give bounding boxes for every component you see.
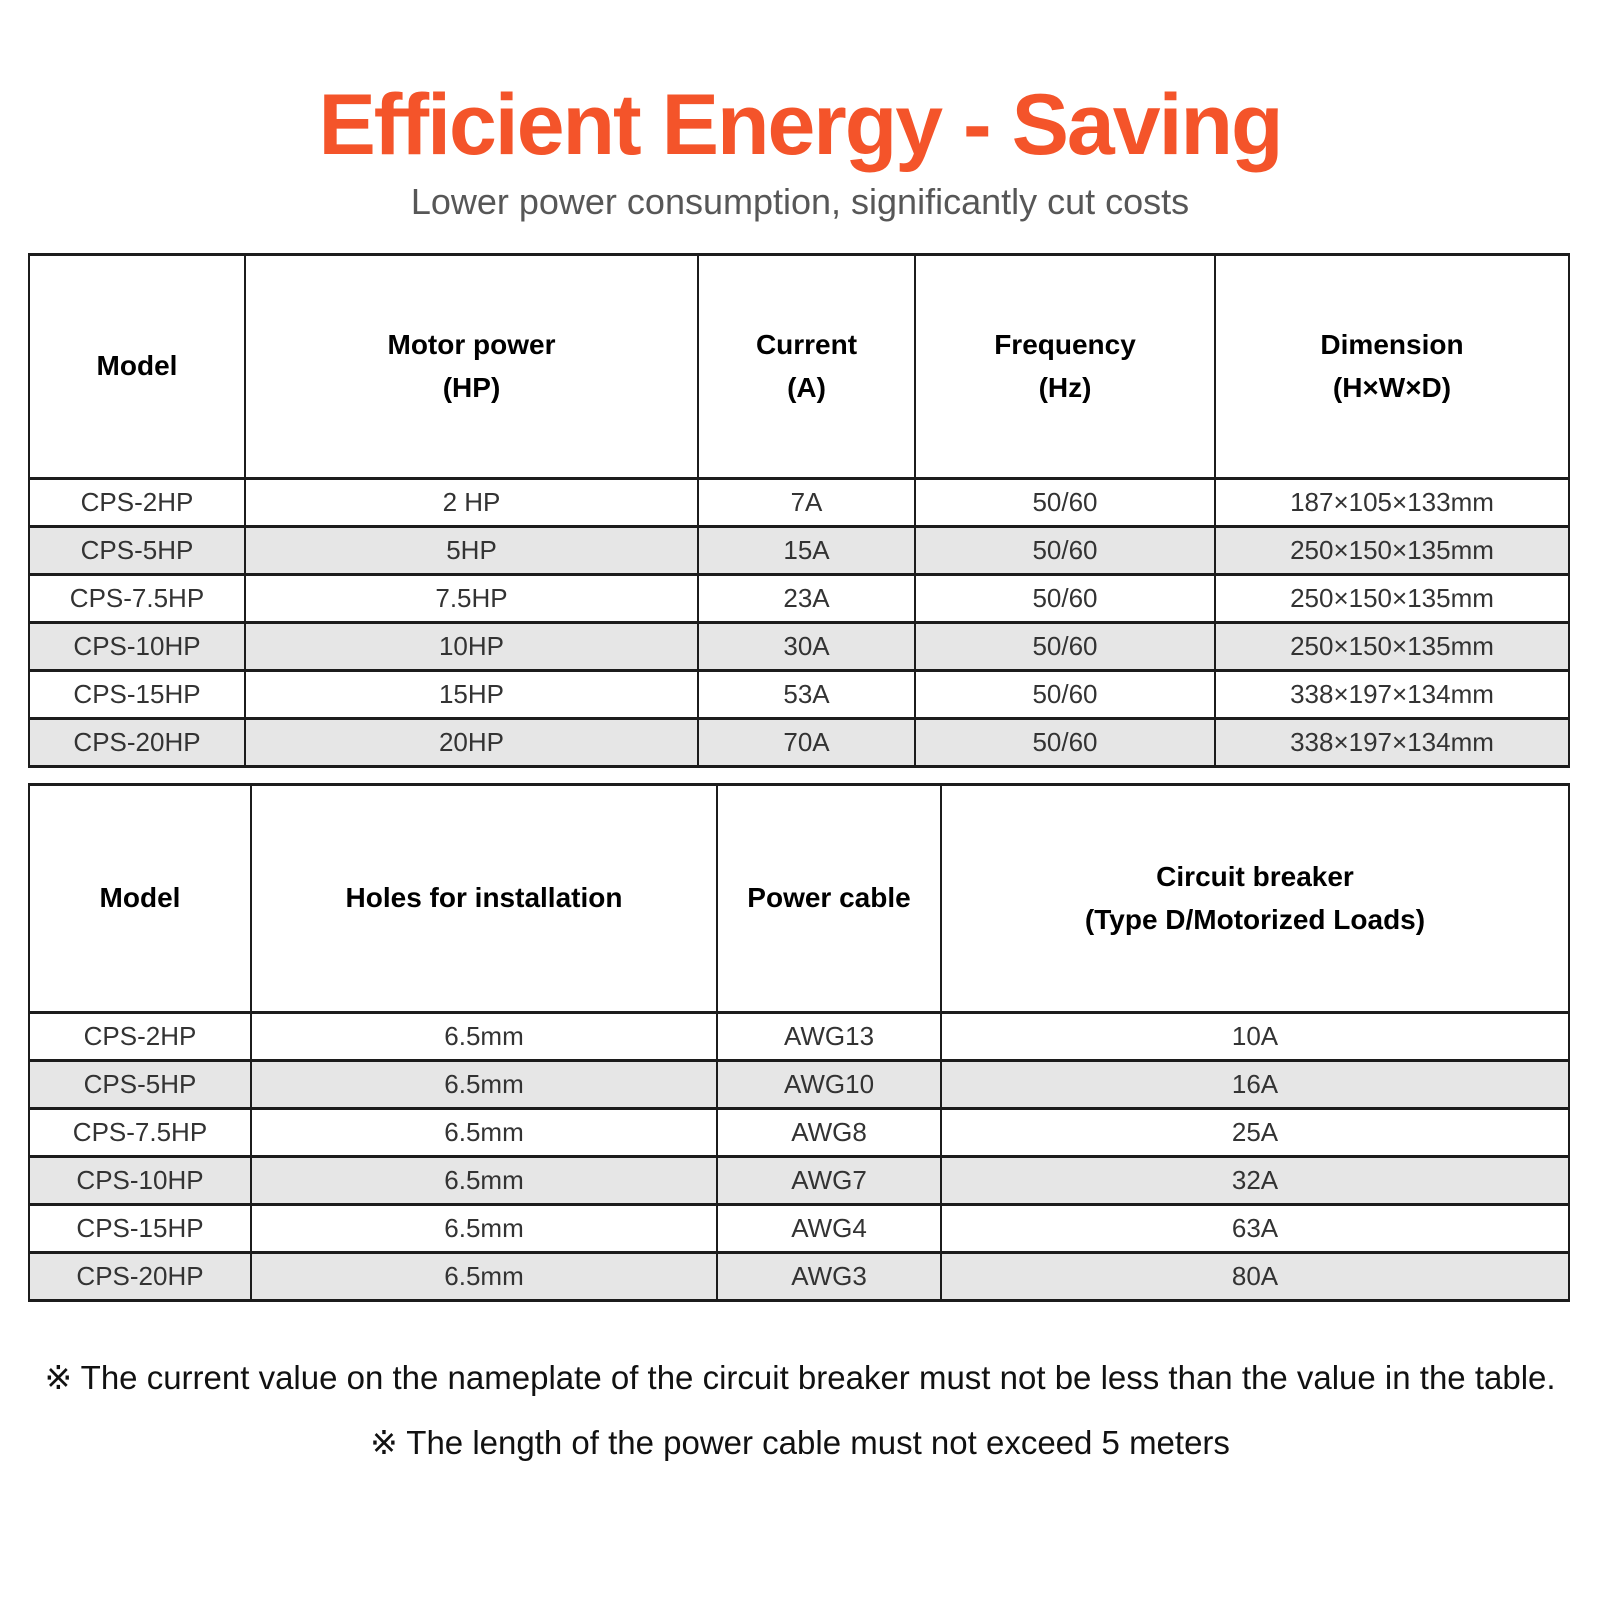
spec-table: Model Motor power (HP) Current (A) Frequ… <box>28 252 1570 768</box>
cell-current: 30A <box>697 620 916 672</box>
cell-power-cable: AWG8 <box>716 1106 942 1158</box>
spec-table-header-row: Model Motor power (HP) Current (A) Frequ… <box>28 252 1570 480</box>
page-title: Efficient Energy - Saving <box>318 77 1283 173</box>
cell-holes: 6.5mm <box>250 1058 718 1110</box>
page-subtitle: Lower power consumption, significantly c… <box>410 180 1190 222</box>
spec-header-current: Current (A) <box>697 252 916 480</box>
cell-dimension: 250×150×135mm <box>1214 620 1570 672</box>
cell-current: 7A <box>697 476 916 528</box>
cell-holes: 6.5mm <box>250 1106 718 1158</box>
cell-model: CPS-7.5HP <box>28 572 246 624</box>
install-header-power-cable: Power cable <box>716 782 942 1014</box>
cell-current: 23A <box>697 572 916 624</box>
table-row: CPS-5HP 5HP 15A 50/60 250×150×135mm <box>28 524 1570 576</box>
cell-frequency: 50/60 <box>914 668 1216 720</box>
install-header-holes: Holes for installation <box>250 782 718 1014</box>
cell-model: CPS-20HP <box>28 1250 252 1302</box>
note-circuit-breaker: ※ The current value on the nameplate of … <box>44 1358 1556 1396</box>
table-row: CPS-10HP 10HP 30A 50/60 250×150×135mm <box>28 620 1570 672</box>
table-row: CPS-5HP 6.5mm AWG10 16A <box>28 1058 1570 1110</box>
cell-power-cable: AWG3 <box>716 1250 942 1302</box>
cell-dimension: 250×150×135mm <box>1214 524 1570 576</box>
cell-model: CPS-10HP <box>28 1154 252 1206</box>
cell-current: 15A <box>697 524 916 576</box>
cell-holes: 6.5mm <box>250 1202 718 1254</box>
cell-power-cable: AWG10 <box>716 1058 942 1110</box>
table-row: CPS-7.5HP 6.5mm AWG8 25A <box>28 1106 1570 1158</box>
table-row: CPS-10HP 6.5mm AWG7 32A <box>28 1154 1570 1206</box>
cell-motor-power: 2 HP <box>244 476 699 528</box>
cell-motor-power: 7.5HP <box>244 572 699 624</box>
cell-model: CPS-7.5HP <box>28 1106 252 1158</box>
cell-circuit-breaker: 63A <box>940 1202 1570 1254</box>
cell-dimension: 338×197×134mm <box>1214 716 1570 768</box>
install-header-model: Model <box>28 782 252 1014</box>
cell-dimension: 187×105×133mm <box>1214 476 1570 528</box>
cell-power-cable: AWG4 <box>716 1202 942 1254</box>
cell-frequency: 50/60 <box>914 572 1216 624</box>
install-header-circuit-breaker: Circuit breaker (Type D/Motorized Loads) <box>940 782 1570 1014</box>
cell-motor-power: 20HP <box>244 716 699 768</box>
spec-header-dimension: Dimension (H×W×D) <box>1214 252 1570 480</box>
cell-model: CPS-5HP <box>28 524 246 576</box>
cell-model: CPS-15HP <box>28 1202 252 1254</box>
cell-model: CPS-2HP <box>28 476 246 528</box>
table-row: CPS-15HP 6.5mm AWG4 63A <box>28 1202 1570 1254</box>
cell-circuit-breaker: 10A <box>940 1010 1570 1062</box>
spec-header-motor-power: Motor power (HP) <box>244 252 699 480</box>
cell-dimension: 338×197×134mm <box>1214 668 1570 720</box>
cell-model: CPS-15HP <box>28 668 246 720</box>
cell-holes: 6.5mm <box>250 1010 718 1062</box>
cell-holes: 6.5mm <box>250 1250 718 1302</box>
note-power-cable-length: ※ The length of the power cable must not… <box>370 1424 1230 1462</box>
cell-holes: 6.5mm <box>250 1154 718 1206</box>
cell-model: CPS-10HP <box>28 620 246 672</box>
cell-current: 70A <box>697 716 916 768</box>
cell-frequency: 50/60 <box>914 476 1216 528</box>
cell-circuit-breaker: 32A <box>940 1154 1570 1206</box>
table-row: CPS-2HP 6.5mm AWG13 10A <box>28 1010 1570 1062</box>
cell-model: CPS-2HP <box>28 1010 252 1062</box>
cell-circuit-breaker: 16A <box>940 1058 1570 1110</box>
cell-circuit-breaker: 25A <box>940 1106 1570 1158</box>
footnotes: ※ The current value on the nameplate of … <box>0 1358 1600 1463</box>
cell-dimension: 250×150×135mm <box>1214 572 1570 624</box>
table-row: CPS-15HP 15HP 53A 50/60 338×197×134mm <box>28 668 1570 720</box>
cell-model: CPS-20HP <box>28 716 246 768</box>
cell-model: CPS-5HP <box>28 1058 252 1110</box>
cell-motor-power: 5HP <box>244 524 699 576</box>
cell-frequency: 50/60 <box>914 524 1216 576</box>
cell-power-cable: AWG13 <box>716 1010 942 1062</box>
cell-power-cable: AWG7 <box>716 1154 942 1206</box>
table-row: CPS-20HP 20HP 70A 50/60 338×197×134mm <box>28 716 1570 768</box>
spec-header-model: Model <box>28 252 246 480</box>
install-table: Model Holes for installation Power cable… <box>28 782 1570 1302</box>
tables-section: Model Motor power (HP) Current (A) Frequ… <box>28 252 1572 1302</box>
cell-motor-power: 10HP <box>244 620 699 672</box>
table-row: CPS-2HP 2 HP 7A 50/60 187×105×133mm <box>28 476 1570 528</box>
table-row: CPS-7.5HP 7.5HP 23A 50/60 250×150×135mm <box>28 572 1570 624</box>
cell-circuit-breaker: 80A <box>940 1250 1570 1302</box>
cell-motor-power: 15HP <box>244 668 699 720</box>
cell-frequency: 50/60 <box>914 716 1216 768</box>
cell-frequency: 50/60 <box>914 620 1216 672</box>
table-row: CPS-20HP 6.5mm AWG3 80A <box>28 1250 1570 1302</box>
spec-header-frequency: Frequency (Hz) <box>914 252 1216 480</box>
cell-current: 53A <box>697 668 916 720</box>
install-table-header-row: Model Holes for installation Power cable… <box>28 782 1570 1014</box>
